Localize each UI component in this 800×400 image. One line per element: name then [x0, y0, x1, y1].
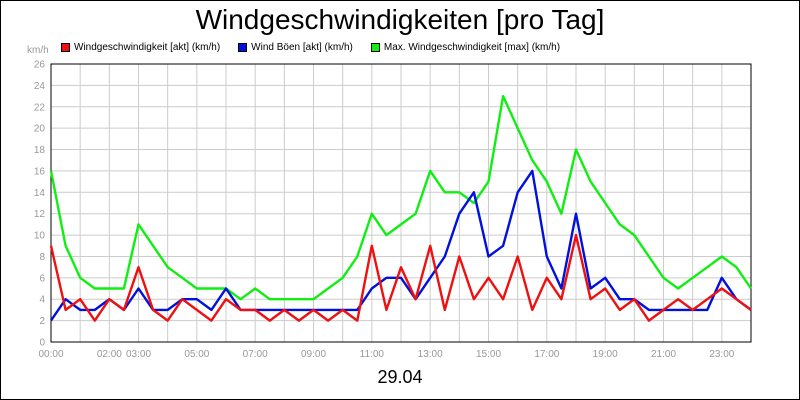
y-tick-label: 2 — [39, 316, 45, 327]
plot-border — [50, 63, 752, 343]
date-label: 29.04 — [377, 367, 423, 387]
y-tick-label: 18 — [34, 145, 46, 156]
y-tick-label: 24 — [34, 81, 46, 92]
y-tick-label: 4 — [39, 295, 45, 306]
y-tick-label: 6 — [39, 273, 45, 284]
x-tick-label: 02:00 — [97, 349, 122, 360]
y-tick-label: 16 — [34, 166, 46, 177]
y-tick-label: 0 — [39, 338, 45, 349]
x-tick-label: 15:00 — [476, 349, 501, 360]
x-tick-label: 21:00 — [651, 349, 676, 360]
legend-swatch-current — [61, 42, 70, 52]
y-tick-label: 20 — [34, 124, 46, 135]
legend-item-current: Windgeschwindigkeit [akt] (km/h) — [61, 40, 220, 54]
legend-label-current: Windgeschwindigkeit [akt] (km/h) — [74, 41, 221, 53]
chart-title: Windgeschwindigkeiten [pro Tag] — [195, 4, 605, 35]
y-tick-label: 8 — [39, 252, 45, 263]
y-axis-unit-label: km/h — [27, 45, 49, 56]
x-tick-label: 17:00 — [534, 349, 559, 360]
x-tick-label: 19:00 — [593, 349, 618, 360]
legend-label-gust: Wind Böen [akt] (km/h) — [251, 41, 353, 53]
x-tick-label: 13:00 — [418, 349, 443, 360]
y-tick-label: 10 — [34, 231, 46, 242]
x-tick-label: 03:00 — [126, 349, 151, 360]
x-tick-label: 05:00 — [184, 349, 209, 360]
legend-swatch-max — [370, 42, 380, 52]
chart-legend: Windgeschwindigkeit [akt] (km/h) Wind Bö… — [61, 40, 560, 54]
legend-item-gust: Wind Böen [akt] (km/h) — [238, 40, 353, 54]
y-tick-label: 12 — [34, 209, 46, 220]
legend-swatch-gust — [238, 42, 248, 52]
x-tick-label: 09:00 — [301, 349, 326, 360]
series-line-current — [49, 233, 752, 322]
y-tick-label: 22 — [34, 102, 46, 113]
legend-item-max: Max. Windgeschwindigkeit [max] (km/h) — [370, 40, 561, 54]
x-tick-label: 23:00 — [709, 349, 734, 360]
x-tick-label: 00:00 — [38, 349, 63, 360]
y-tick-label: 14 — [34, 188, 46, 199]
series-line-max — [49, 94, 752, 301]
y-tick-label: 26 — [34, 60, 46, 71]
x-tick-label: 07:00 — [243, 349, 268, 360]
x-tick-label: 11:00 — [360, 349, 385, 360]
legend-label-max: Max. Windgeschwindigkeit [max] (km/h) — [383, 41, 561, 53]
